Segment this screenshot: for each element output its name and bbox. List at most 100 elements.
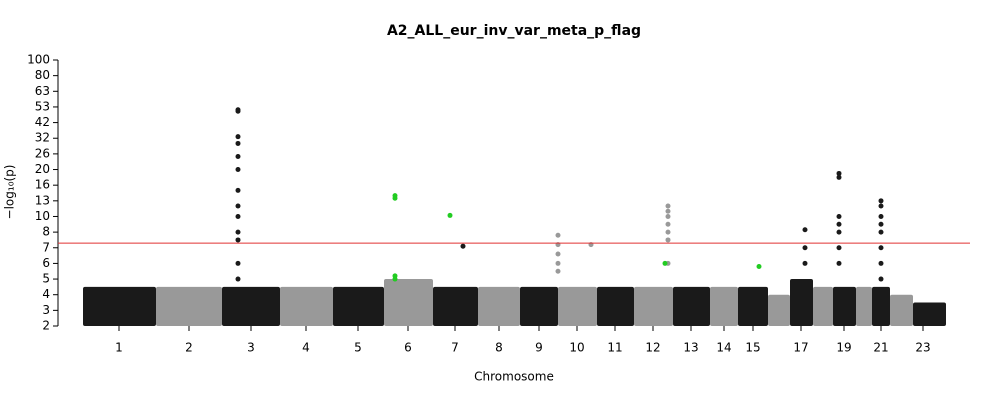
bulk-points <box>738 286 768 326</box>
point <box>235 108 241 114</box>
y-tick-label: 26 <box>35 146 50 160</box>
y-tick-label: 2 <box>42 319 50 333</box>
bulk-points <box>222 286 280 326</box>
bulk-points <box>856 286 872 326</box>
bulk-points <box>634 286 673 326</box>
point <box>802 227 808 233</box>
point <box>235 140 241 146</box>
y-tick-label: 42 <box>35 115 50 129</box>
point <box>235 237 241 243</box>
y-tick-label: 4 <box>42 287 50 301</box>
x-tick-label: 15 <box>745 341 760 355</box>
x-tick-label: 8 <box>495 341 503 355</box>
y-tick-label: 7 <box>42 240 50 254</box>
bulk-points <box>833 286 856 326</box>
point <box>235 229 241 235</box>
point <box>878 276 884 282</box>
point <box>235 167 241 173</box>
x-tick-label: 21 <box>873 341 888 355</box>
bulk-points <box>520 286 558 326</box>
x-tick-label: 7 <box>451 341 459 355</box>
y-tick-label: 3 <box>42 303 50 317</box>
bulk-points <box>558 286 597 326</box>
highlight-point <box>392 195 398 201</box>
point <box>665 221 671 227</box>
point <box>555 251 561 257</box>
highlight-point <box>392 276 398 282</box>
point <box>836 174 842 180</box>
point <box>235 260 241 266</box>
chart-title: A2_ALL_eur_inv_var_meta_p_flag <box>387 23 641 39</box>
point <box>878 221 884 227</box>
point <box>665 203 671 209</box>
point <box>555 232 561 238</box>
bulk-points <box>156 286 222 326</box>
bulk-points <box>384 279 433 326</box>
bulk-points <box>790 279 813 326</box>
point <box>802 260 808 266</box>
y-tick-label: 53 <box>35 99 50 113</box>
point <box>878 229 884 235</box>
x-tick-label: 9 <box>535 341 543 355</box>
x-tick-label: 1 <box>115 341 123 355</box>
point <box>802 245 808 251</box>
x-axis-label: Chromosome <box>474 370 554 384</box>
bulk-points <box>768 294 790 326</box>
point <box>235 187 241 193</box>
point <box>235 203 241 209</box>
x-tick-label: 14 <box>716 341 731 355</box>
point <box>665 208 671 214</box>
bulk-points <box>433 286 478 326</box>
point <box>555 260 561 266</box>
x-tick-label: 23 <box>915 341 930 355</box>
bulk-points <box>333 286 384 326</box>
x-tick-label: 12 <box>645 341 660 355</box>
point <box>235 213 241 219</box>
x-tick-label: 17 <box>793 341 808 355</box>
point <box>836 229 842 235</box>
point <box>878 260 884 266</box>
x-tick-label: 5 <box>354 341 362 355</box>
point <box>878 198 884 204</box>
point <box>878 203 884 209</box>
point <box>235 276 241 282</box>
point <box>665 213 671 219</box>
y-tick-label: 100 <box>27 53 50 67</box>
x-tick-label: 4 <box>302 341 310 355</box>
x-tick-label: 13 <box>683 341 698 355</box>
point <box>836 245 842 251</box>
x-tick-label: 19 <box>836 341 851 355</box>
point <box>460 243 466 249</box>
x-tick-label: 11 <box>607 341 622 355</box>
bulk-points <box>597 286 634 326</box>
y-tick-label: 63 <box>35 84 50 98</box>
point <box>555 268 561 274</box>
y-axis-label: −log₁₀(p) <box>3 165 17 220</box>
bulk-points <box>710 286 738 326</box>
point <box>235 134 241 140</box>
point <box>665 237 671 243</box>
point <box>836 260 842 266</box>
point <box>235 153 241 159</box>
point <box>878 245 884 251</box>
highlight-point <box>756 264 762 270</box>
bulk-points <box>890 294 913 326</box>
y-tick-label: 6 <box>42 256 50 270</box>
x-tick-label: 10 <box>569 341 584 355</box>
point <box>878 213 884 219</box>
y-tick-label: 5 <box>42 272 50 286</box>
point <box>836 213 842 219</box>
x-tick-label: 2 <box>185 341 193 355</box>
y-tick-label: 20 <box>35 162 50 176</box>
y-tick-label: 10 <box>35 209 50 223</box>
y-tick-label: 80 <box>35 68 50 82</box>
point <box>665 229 671 235</box>
y-tick-label: 32 <box>35 131 50 145</box>
y-tick-label: 13 <box>35 193 50 207</box>
bulk-points <box>673 286 710 326</box>
highlight-point <box>447 212 453 218</box>
point <box>836 170 842 176</box>
bulk-points <box>872 286 890 326</box>
bulk-points <box>813 286 833 326</box>
